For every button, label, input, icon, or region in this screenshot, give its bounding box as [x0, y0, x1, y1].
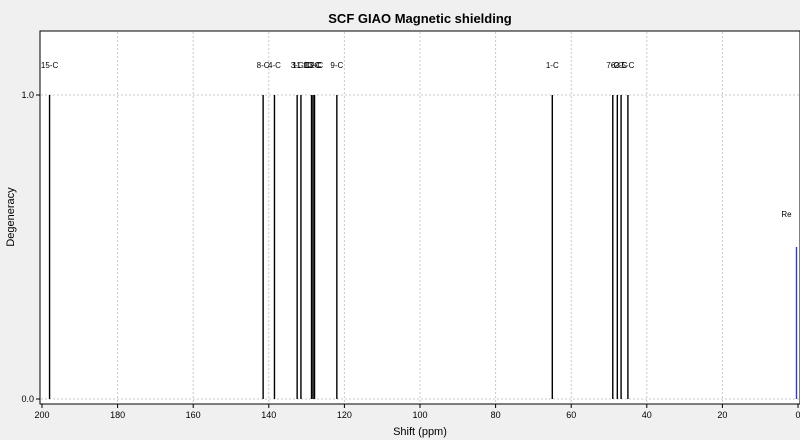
x-tick-label: 20 [717, 410, 727, 420]
y-axis-label: Degeneracy [5, 187, 17, 247]
peak-label: 5-C [621, 61, 634, 70]
x-tick-label: 80 [491, 410, 501, 420]
peak-label: 10-C [303, 61, 321, 70]
x-tick-label: 140 [261, 410, 276, 420]
x-tick-label: 0 [795, 410, 800, 420]
peak-label: 4-C [268, 61, 281, 70]
peak-label: 13-C [304, 61, 322, 70]
x-tick-label: 160 [186, 410, 201, 420]
peak-label: 3-C [291, 61, 304, 70]
peak-labels: 15-C 8-C4-C 3-C11-C10-C13-C12-C 9-C 1-C 7-C6-… [41, 61, 792, 219]
axis-ticks: 200 180 160 140 120 100 80 60 40 20 00.01.0 [21, 90, 800, 420]
peak-label: 8-C [257, 61, 270, 70]
x-axis-label: Shift (ppm) [393, 426, 447, 438]
chart-title: SCF GIAO Magnetic shielding [328, 11, 512, 26]
peak-label: Re [781, 210, 792, 219]
peak-label: 12-C [306, 61, 324, 70]
peak-sticks [48, 95, 798, 399]
x-tick-label: 60 [566, 410, 576, 420]
x-tick-label: 120 [337, 410, 352, 420]
x-tick-label: 200 [34, 410, 49, 420]
peak-label: 9-C [330, 61, 343, 70]
peak-label: 1-C [546, 61, 559, 70]
x-tick-label: 40 [642, 410, 652, 420]
y-tick-label: 1.0 [21, 90, 34, 100]
grid-lines [41, 32, 799, 403]
peak-label: 11-C [293, 61, 310, 70]
x-tick-label: 100 [412, 410, 427, 420]
x-tick-label: 180 [110, 410, 125, 420]
peak-label: 2-C [615, 61, 628, 70]
y-tick-label: 0.0 [21, 394, 34, 404]
peak-label: 15-C [41, 61, 59, 70]
peak-label: 6-C [611, 61, 624, 70]
peak-label: 7-C [606, 61, 619, 70]
